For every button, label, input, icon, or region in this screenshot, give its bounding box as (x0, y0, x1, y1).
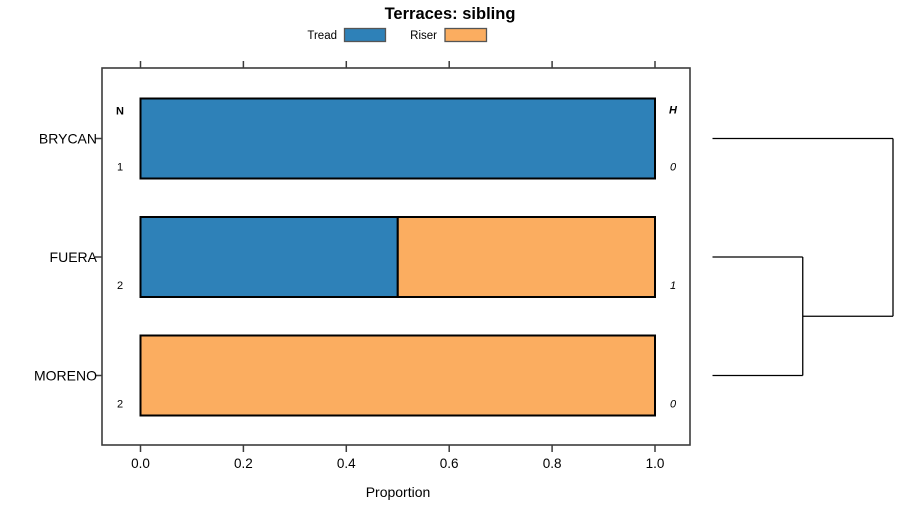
plot-area: 0.0 0.2 0.4 0.6 0.8 1.0 BRYCAN N H 1 0 FUERA 2 1 MOREN… (34, 61, 691, 471)
legend-label-riser: Riser (410, 30, 437, 42)
n-column-header: N (116, 106, 124, 118)
row-label: FUERA (50, 249, 98, 265)
x-tick-label: 1.0 (646, 456, 665, 471)
x-axis-label: Proportion (366, 484, 431, 500)
row-label: MORENO (34, 368, 97, 384)
row-label: BRYCAN (39, 131, 97, 147)
bar-segment-riser (139, 334, 656, 417)
h-column-value: 0 (670, 399, 677, 411)
bar-segment-riser (396, 216, 656, 298)
h-column-value: 0 (670, 162, 677, 174)
h-column-header: H (669, 105, 678, 117)
x-tick-label: 0.2 (234, 456, 253, 471)
legend-swatch-tread (343, 27, 387, 43)
x-tick-label: 0.0 (131, 456, 150, 471)
n-column-value: 2 (117, 280, 123, 292)
legend: Tread Riser (307, 27, 488, 43)
bar-segment-tread (139, 97, 656, 180)
h-column-value: 1 (670, 280, 676, 292)
legend-label-tread: Tread (307, 30, 337, 42)
bar-segment-tread (139, 216, 399, 298)
x-tick-label: 0.4 (337, 456, 356, 471)
chart-title: Terraces: sibling (385, 5, 516, 23)
x-tick-label: 0.8 (543, 456, 562, 471)
n-column-value: 2 (117, 399, 123, 411)
legend-swatch-riser (444, 27, 488, 43)
n-column-value: 1 (117, 162, 123, 174)
x-tick-label: 0.6 (440, 456, 459, 471)
dendrogram (712, 137, 894, 377)
